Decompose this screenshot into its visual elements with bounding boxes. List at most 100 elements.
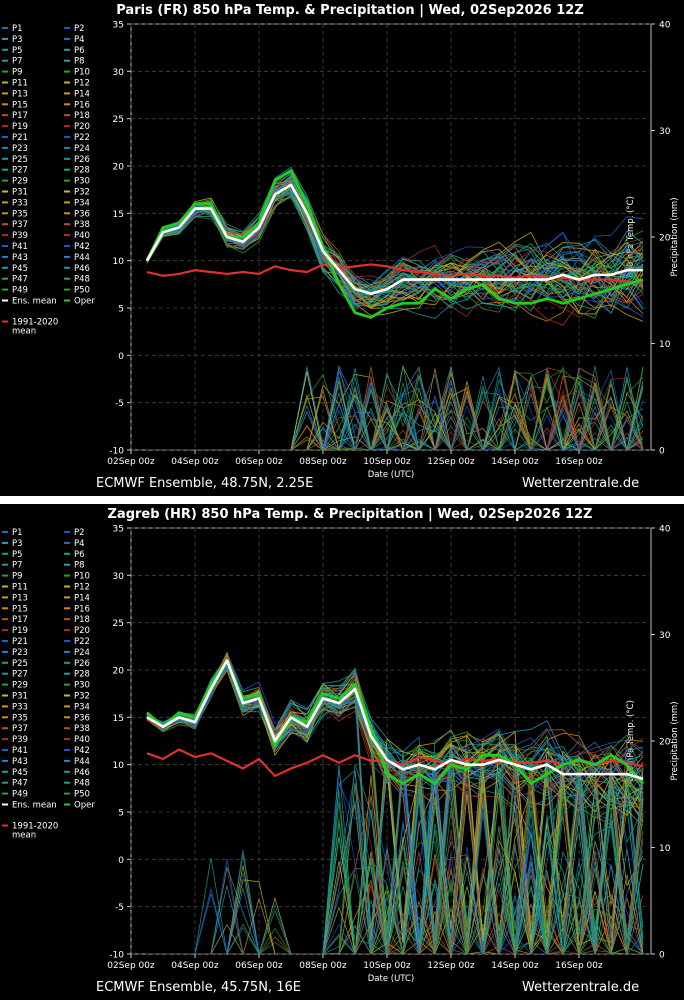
precip-member-line: [147, 393, 643, 450]
legend-item: P2: [74, 528, 85, 538]
precip-member-line: [147, 787, 643, 954]
precip-member-line: [147, 786, 644, 954]
chart-title: Paris (FR) 850 hPa Temp. & Precipitation…: [116, 3, 584, 18]
precip-member-line: [147, 382, 644, 450]
y2-tick-label: 30: [659, 631, 671, 641]
precip-member-line: [147, 365, 643, 450]
legend-item: P32: [74, 188, 90, 198]
precip-member-line: [147, 373, 644, 450]
climate-mean-line: [146, 748, 644, 778]
legend-item: P31: [12, 188, 28, 198]
legend-item: P29: [12, 177, 28, 187]
legend-item: P27: [12, 166, 28, 176]
precip-member-line: [147, 822, 643, 954]
y-tick-label: 15: [113, 714, 124, 724]
legend-item: P6: [74, 46, 85, 56]
legend-item: P8: [74, 57, 85, 67]
legend-item: P32: [74, 692, 90, 702]
precip-member-line: [147, 772, 643, 954]
legend-item: P6: [74, 550, 85, 560]
y-tick-label: -5: [115, 399, 124, 409]
legend-item: P4: [74, 539, 85, 549]
legend-item: P15: [12, 100, 28, 110]
legend-item-climate: 1991-2020: [12, 318, 58, 328]
legend-item: P3: [12, 35, 23, 45]
legend-item: P23: [12, 648, 28, 658]
legend-item: P39: [12, 231, 28, 241]
y-tick-label: 20: [113, 163, 125, 173]
legend-item: P37: [12, 724, 28, 734]
legend-item: P5: [12, 46, 23, 56]
y2-tick-label: 30: [659, 127, 671, 137]
precip-member-line: [147, 782, 644, 954]
precip-member-line: [147, 895, 644, 954]
legend-item: P43: [12, 757, 28, 767]
legend-item: P49: [12, 790, 28, 800]
plot-area: [130, 527, 652, 955]
legend-item: P31: [12, 692, 28, 702]
x-tick-label: 12Sep 00z: [427, 961, 475, 971]
y2-tick-label: 0: [659, 951, 665, 961]
legend-item: P1: [12, 24, 23, 34]
precip-member-line: [147, 367, 644, 450]
legend-item: P35: [12, 713, 28, 723]
precip-member-line: [147, 376, 643, 450]
y-axis-label: 850 hPa Temp. (°C): [626, 700, 636, 782]
precip-member-line: [147, 371, 644, 450]
ensemble-member-line: [146, 175, 644, 310]
legend-item: P16: [74, 604, 90, 614]
legend-item: P30: [74, 681, 90, 691]
precip-member-line: [147, 365, 644, 450]
x-tick-label: 02Sep 00z: [107, 457, 155, 467]
precip-member-line: [147, 770, 643, 954]
x-tick-label: 06Sep 00z: [235, 961, 283, 971]
precip-member-line: [147, 764, 644, 954]
y-tick-label: 10: [113, 257, 125, 267]
plot-series: [146, 651, 645, 954]
legend-item: P29: [12, 681, 28, 691]
y2-tick-label: 10: [659, 844, 671, 854]
legend-item: P17: [12, 111, 28, 121]
y-tick-label: 0: [118, 352, 124, 362]
legend-item: P18: [74, 111, 90, 121]
legend-item: P50: [74, 286, 90, 296]
precip-member-line: [147, 372, 644, 450]
precip-member-line: [147, 822, 643, 954]
x-tick-label: 06Sep 00z: [235, 457, 283, 467]
precip-member-line: [147, 371, 643, 450]
precip-member-line: [147, 768, 644, 954]
ensemble-member-line: [146, 653, 644, 935]
legend-item: P13: [12, 593, 28, 603]
legend-item: P12: [74, 79, 90, 89]
legend-item: P44: [74, 757, 90, 767]
x-tick-label: 14Sep 00z: [491, 457, 539, 467]
legend-item: P1: [12, 528, 23, 538]
legend-item: P42: [74, 242, 90, 252]
legend-item: P28: [74, 166, 90, 176]
precip-member-line: [147, 780, 644, 954]
legend-item-oper: Oper: [74, 801, 95, 811]
x-tick-label: 16Sep 00z: [555, 457, 603, 467]
legend-item: P38: [74, 220, 90, 230]
legend-item: P39: [12, 735, 28, 745]
legend-item: P37: [12, 220, 28, 230]
precip-member-line: [147, 820, 643, 954]
climate-mean-line: [146, 263, 644, 285]
ensemble-member-line: [146, 185, 644, 303]
precip-member-line: [147, 369, 644, 450]
panel-separator: [0, 496, 684, 504]
y2-tick-label: 0: [659, 447, 665, 457]
ensemble-member-line: [146, 180, 644, 315]
precip-member-line: [147, 391, 643, 450]
legend-item: P13: [12, 89, 28, 99]
legend-item: P2: [74, 24, 85, 34]
precip-member-line: [147, 766, 644, 954]
y-tick-label: 25: [113, 619, 124, 629]
ensemble-member-line: [146, 189, 644, 311]
ensemble-member-line: [146, 184, 644, 296]
legend-item: P34: [74, 198, 90, 208]
legend-item: P20: [74, 626, 90, 636]
